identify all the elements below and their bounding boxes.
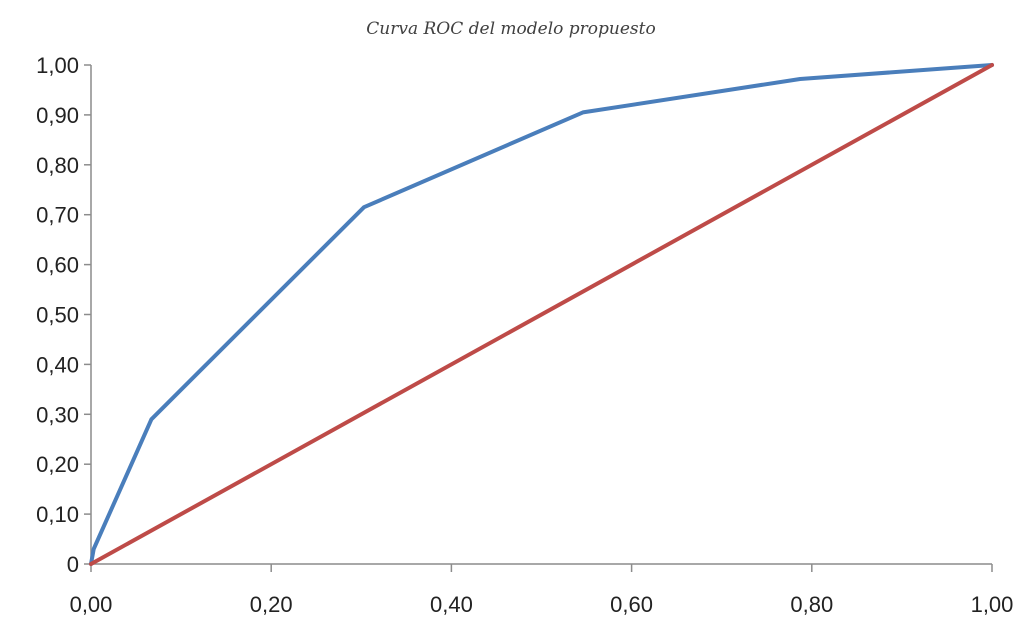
axes — [84, 64, 993, 572]
x-tick-label: 0,60 — [610, 592, 653, 617]
plot-area — [89, 63, 994, 566]
y-tick-label: 0,60 — [36, 253, 79, 278]
x-tick-label: 1,00 — [971, 592, 1014, 617]
y-tick-label: 0,50 — [36, 303, 79, 328]
tick-labels: 0 0,10 0,20 0,30 0,40 0,50 0,60 0,70 0,80 0,90 1,0… — [36, 53, 1013, 617]
roc-curve-line — [89, 63, 994, 566]
x-tick-label: 0,40 — [430, 592, 473, 617]
y-tick-label: 0,20 — [36, 452, 79, 477]
reference-diagonal-line — [89, 63, 994, 566]
y-tick-label: 0,90 — [36, 103, 79, 128]
x-tick-label: 0,00 — [70, 592, 113, 617]
y-tick-label: 0,80 — [36, 153, 79, 178]
x-tick-label: 0,80 — [790, 592, 833, 617]
chart-title: Curva ROC del modelo propuesto — [366, 19, 655, 39]
y-tick-label: 0,10 — [36, 502, 79, 527]
y-tick-label: 0,70 — [36, 203, 79, 228]
y-tick-label: 0,40 — [36, 352, 79, 377]
y-tick-label: 1,00 — [36, 53, 79, 78]
y-tick-label: 0,30 — [36, 402, 79, 427]
x-tick-label: 0,20 — [250, 592, 293, 617]
y-tick-label: 0 — [67, 552, 79, 577]
